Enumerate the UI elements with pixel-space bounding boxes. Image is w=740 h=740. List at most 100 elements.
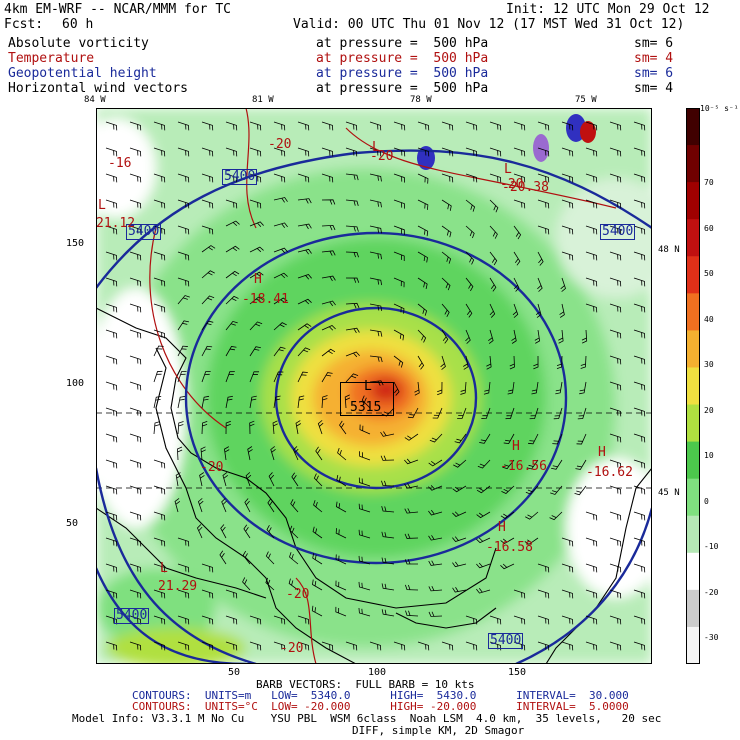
wind-barb — [129, 355, 142, 365]
wind-barb — [249, 321, 263, 331]
wind-barb — [249, 346, 261, 357]
wind-barb — [503, 433, 515, 445]
wind-barb — [272, 420, 278, 435]
wind-barb — [633, 563, 646, 573]
wind-barb — [345, 121, 358, 131]
temperature-contours — [149, 108, 617, 664]
wind-barb — [105, 251, 118, 261]
wind-barb — [609, 251, 622, 261]
wind-barb — [129, 511, 142, 521]
wind-barb — [465, 225, 475, 239]
wind-barb — [561, 251, 574, 261]
wind-barb — [221, 498, 227, 513]
wind-barb — [199, 472, 205, 487]
wind-barb — [177, 147, 190, 157]
wind-barb — [249, 641, 262, 651]
wind-barb — [428, 509, 443, 516]
wind-barb — [153, 589, 166, 599]
wind-barb — [558, 329, 564, 344]
wind-barb — [249, 246, 264, 253]
wind-barb — [585, 537, 598, 547]
wind-barb — [489, 225, 498, 239]
wind-barb — [369, 147, 382, 157]
field-level: at pressure = 500 hPa — [316, 66, 489, 81]
wind-barb — [105, 303, 118, 313]
wind-barb — [561, 199, 574, 209]
wind-barb — [555, 381, 563, 395]
wind-barb — [153, 641, 166, 651]
wind-barb — [273, 322, 287, 331]
wind-barb — [369, 225, 382, 234]
wind-barb — [537, 251, 544, 266]
wind-barb — [526, 459, 539, 470]
wind-barb — [201, 147, 214, 157]
field-smoothing: sm= 6 — [634, 66, 674, 81]
wind-barb — [201, 320, 214, 331]
wind-barb — [153, 277, 166, 287]
valid-time: Valid: 00 UTC Thu 01 Nov 12 (17 MST Wed … — [293, 17, 685, 32]
y-tick-label: 100 — [66, 378, 85, 389]
wind-barb — [513, 277, 520, 292]
wind-barb — [225, 589, 238, 599]
latitude-label: 45 N — [658, 488, 680, 498]
wind-barb — [201, 421, 208, 435]
wind-barb — [225, 220, 240, 227]
wind-barb — [551, 459, 563, 470]
wind-barb — [311, 605, 323, 617]
wind-barb — [380, 455, 395, 461]
height-contour-label: 5400 — [114, 608, 150, 624]
wind-barb — [243, 524, 251, 539]
wind-barb — [609, 511, 622, 521]
wind-barb — [393, 173, 406, 183]
wind-barb — [225, 173, 238, 183]
height-contour-label: 5400 — [600, 224, 636, 240]
wind-barb — [219, 550, 227, 565]
wind-barb — [534, 329, 541, 344]
wind-barb — [465, 199, 476, 212]
wind-barb — [361, 395, 371, 409]
wind-barb — [575, 459, 587, 470]
wind-barb — [393, 251, 405, 262]
wind-barb — [500, 511, 515, 519]
wind-barb — [295, 420, 302, 435]
wind-barb — [609, 121, 622, 131]
wind-barb — [559, 303, 565, 318]
wind-barb — [404, 433, 419, 441]
wind-barb — [105, 615, 118, 625]
wind-barb — [273, 272, 288, 279]
wind-barb — [585, 277, 598, 287]
wind-barb — [273, 173, 286, 183]
low-marker: L — [160, 561, 168, 576]
wind-barb — [417, 303, 428, 316]
wind-barb — [177, 395, 186, 409]
height-contours — [96, 149, 652, 664]
wind-barb — [585, 641, 598, 651]
model-title: 4km EM-WRF -- NCAR/MMM for TC — [4, 2, 231, 17]
wind-barb — [552, 433, 563, 445]
wind-barb — [245, 472, 252, 487]
wind-barb — [369, 303, 383, 312]
wind-barb — [273, 371, 284, 383]
wind-barb — [358, 581, 371, 591]
field-smoothing: sm= 4 — [634, 51, 674, 66]
wind-barb — [201, 589, 214, 599]
colorbar-band — [686, 256, 700, 294]
wind-barb — [153, 421, 160, 435]
wind-barb — [561, 537, 574, 547]
wind-barb — [201, 245, 216, 253]
wind-barb — [525, 511, 539, 520]
wind-barb — [417, 641, 430, 651]
wind-barb — [633, 511, 646, 521]
field-name: Horizontal wind vectors — [8, 81, 189, 96]
wind-barb — [633, 303, 646, 313]
wind-barb — [273, 147, 286, 157]
wind-barb — [225, 641, 238, 651]
wind-barb — [297, 615, 310, 625]
wind-barb — [273, 615, 286, 625]
wind-barb — [511, 329, 517, 344]
wind-barb — [476, 562, 491, 569]
wind-barb — [537, 589, 550, 599]
colorbar-band — [686, 182, 700, 220]
wind-barb — [345, 173, 359, 181]
colorbar-label: 70 — [704, 178, 714, 187]
